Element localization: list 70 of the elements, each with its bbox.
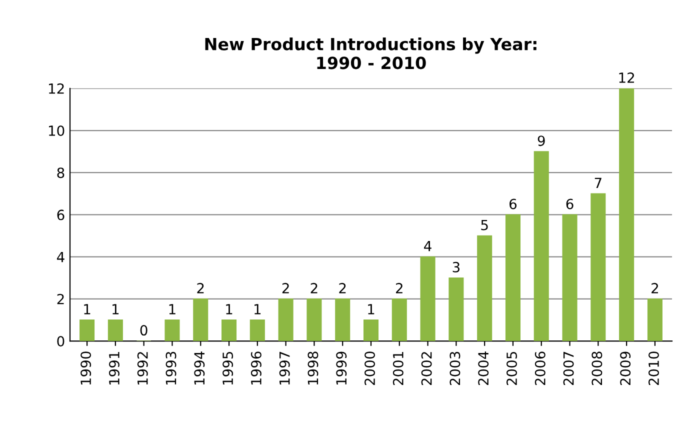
data-label: 9	[538, 136, 545, 146]
bar	[590, 193, 606, 342]
bar	[505, 214, 520, 342]
x-tick-label: 2001	[392, 352, 404, 386]
y-tick-label: 10	[48, 125, 64, 136]
bar	[80, 320, 95, 342]
x-tick-label: 1997	[279, 352, 290, 385]
data-label: 2	[652, 282, 658, 294]
bar	[477, 235, 492, 342]
bar	[193, 298, 208, 342]
data-label: 5	[481, 220, 488, 230]
bar	[278, 298, 294, 342]
y-tick-label: 12	[48, 83, 64, 94]
bar	[306, 298, 322, 342]
x-tick-label: 2003	[450, 352, 460, 386]
x-tick-label: 1995	[222, 352, 234, 385]
x-tick-label: 2010	[648, 352, 659, 386]
data-label: 3	[452, 262, 460, 272]
data-label: 12	[619, 72, 634, 83]
x-tick-label: 1999	[336, 352, 347, 385]
bar	[420, 256, 436, 342]
bar	[448, 277, 464, 342]
x-tick-label: 2000	[364, 352, 376, 386]
y-tick-label: 8	[57, 168, 64, 178]
data-label: 1	[84, 304, 90, 314]
x-tick-label: 2004	[478, 352, 489, 386]
bar	[164, 320, 180, 342]
data-label: 7	[594, 178, 602, 188]
x-tick-label: 1992	[137, 352, 148, 385]
x-tick-label: 1990	[80, 352, 92, 385]
y-tick-label: 4	[56, 252, 64, 262]
data-label: 0	[140, 325, 148, 336]
bar	[108, 320, 123, 342]
chart-title: New Product Introductions by Year: 1990 - 2010	[205, 38, 536, 70]
x-tick-label: 2005	[506, 352, 518, 386]
data-label: 2	[282, 282, 289, 294]
bar	[392, 298, 407, 342]
data-label: 1	[169, 304, 176, 314]
x-tick-label: 1998	[308, 352, 318, 385]
x-tick-label: 2007	[563, 352, 574, 386]
data-label: 1	[254, 304, 261, 314]
x-tick-label: 1991	[108, 352, 120, 385]
x-tick-label: 2006	[534, 352, 546, 386]
x-tick-label: 2009	[620, 352, 631, 386]
y-tick-label: 6	[57, 210, 64, 220]
data-label: 6	[510, 198, 517, 210]
bar	[647, 298, 662, 342]
bar	[363, 320, 379, 342]
data-label: 1	[368, 304, 374, 314]
data-label: 2	[396, 282, 402, 294]
y-tick-label: 0	[57, 336, 64, 346]
data-label: 2	[310, 282, 318, 294]
data-label: 1	[112, 304, 119, 314]
bar	[562, 214, 578, 342]
x-tick-label: 1996	[250, 352, 262, 385]
bar	[619, 88, 634, 342]
x-tick-label: 2008	[592, 352, 602, 386]
x-tick-label: 1993	[166, 352, 176, 385]
data-label: 2	[197, 282, 204, 294]
bar	[534, 151, 549, 342]
bar	[250, 320, 265, 342]
data-label: 6	[566, 198, 574, 210]
data-label: 1	[226, 304, 232, 314]
y-tick-label: 2	[57, 294, 64, 304]
x-tick-label: 2002	[421, 352, 432, 386]
data-label: 2	[339, 282, 346, 294]
x-tick-label: 1994	[194, 352, 205, 385]
bar	[335, 298, 350, 342]
bar	[222, 320, 237, 342]
data-label: 4	[424, 241, 432, 252]
